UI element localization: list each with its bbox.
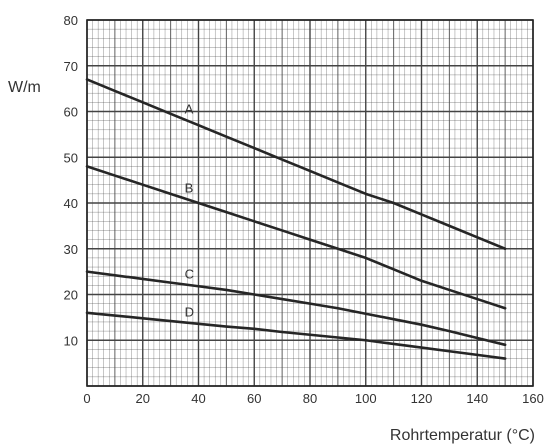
y-tick-label: 10 — [64, 333, 78, 348]
x-tick-label: 120 — [411, 391, 433, 406]
series-line-a — [85, 78, 507, 251]
y-tick-label: 70 — [64, 59, 78, 74]
y-tick-label: 60 — [64, 105, 78, 120]
series-label-d: D — [185, 304, 194, 319]
series-lines — [85, 78, 507, 360]
x-tick-label: 140 — [466, 391, 488, 406]
y-tick-label: 50 — [64, 150, 78, 165]
x-tick-label: 0 — [83, 391, 90, 406]
x-tick-label: 160 — [522, 391, 544, 406]
y-tick-label: 40 — [64, 196, 78, 211]
series-line-d — [85, 311, 507, 360]
series-labels: A B C D — [185, 102, 194, 320]
y-tick-label: 20 — [64, 288, 78, 303]
x-tick-label: 40 — [191, 391, 205, 406]
series-label-c: C — [185, 266, 194, 281]
y-tick-label: 30 — [64, 242, 78, 257]
y-tick-labels: 10 20 30 40 50 60 70 80 — [64, 13, 78, 348]
series-label-a: A — [185, 102, 194, 117]
series-line-c — [85, 270, 507, 347]
series-label-b: B — [185, 180, 194, 195]
x-axis-title: Rohrtemperatur (°C) — [390, 427, 535, 444]
y-axis-title: W/m — [8, 79, 41, 96]
x-tick-label: 60 — [247, 391, 261, 406]
x-tick-label: 20 — [136, 391, 150, 406]
x-tick-label: 80 — [303, 391, 317, 406]
x-tick-labels: 0 20 40 60 80 100 120 140 160 — [83, 391, 543, 406]
x-tick-label: 100 — [355, 391, 377, 406]
grid — [86, 19, 534, 387]
plot-border — [86, 19, 534, 387]
y-tick-label: 80 — [64, 13, 78, 28]
series-line-b — [85, 165, 507, 310]
